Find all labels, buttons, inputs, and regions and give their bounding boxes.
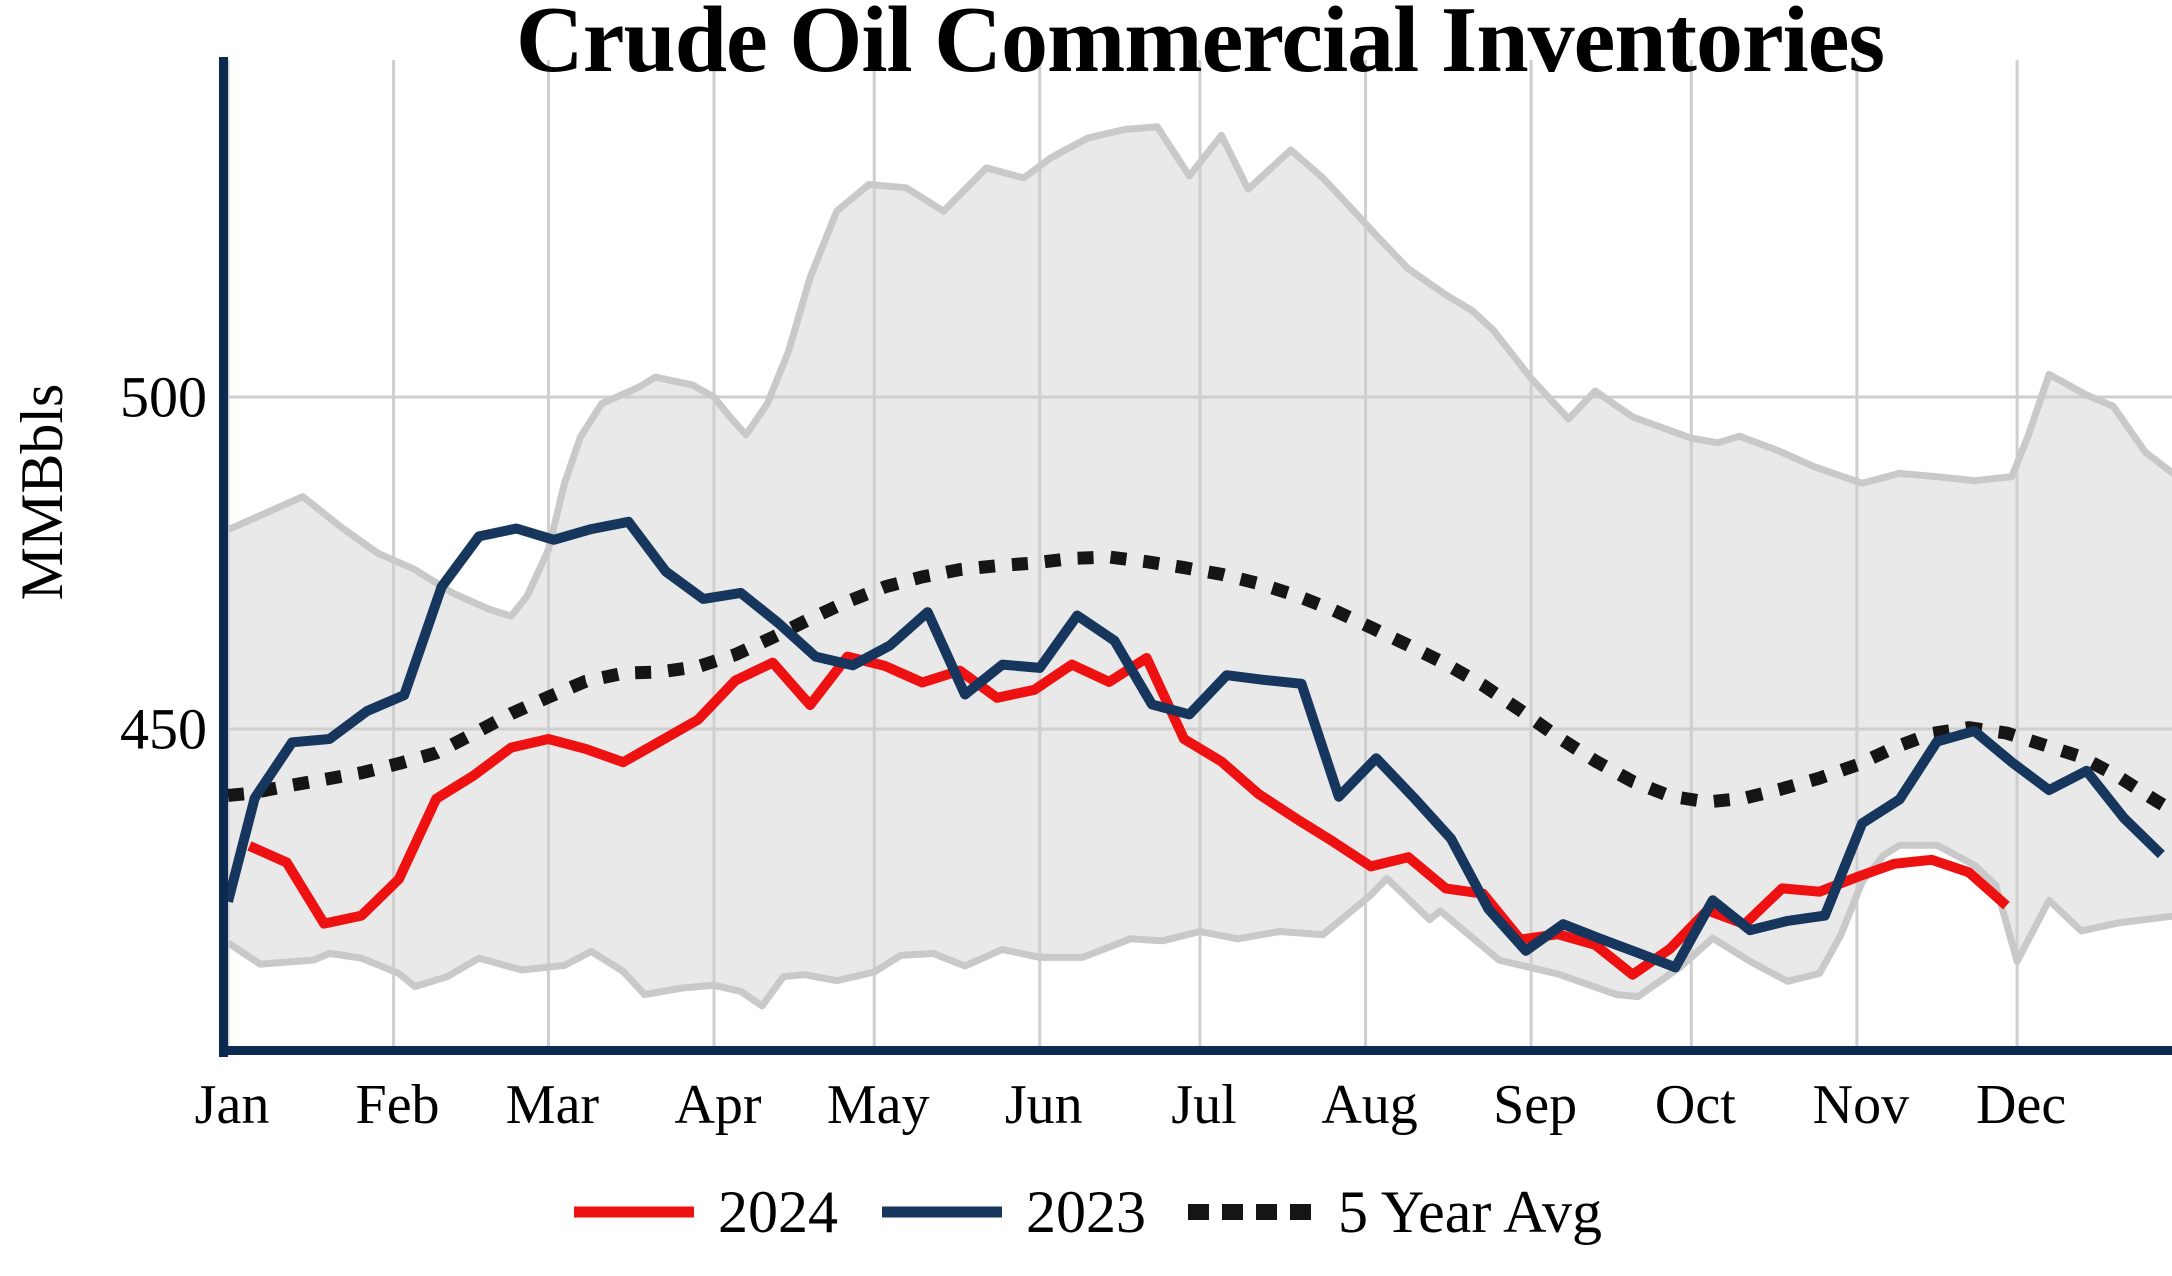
legend-item-2023: 2023 <box>878 1182 1146 1242</box>
y-tick-label: 500 <box>120 365 207 430</box>
band-top-edge <box>228 123 2172 620</box>
legend-label-2024: 2024 <box>718 1179 839 1245</box>
x-tick-label-may: May <box>827 1074 930 1136</box>
x-tick-label-apr: Apr <box>674 1074 761 1136</box>
legend-item-5yr-avg: 5 Year Avg <box>1186 1182 1602 1242</box>
series-line-2023 <box>228 516 2165 973</box>
legend-swatch-2024-icon <box>574 1206 695 1218</box>
x-tick-label-mar: Mar <box>506 1074 600 1136</box>
legend-swatch-5yr-avg-icon <box>1188 1204 1319 1220</box>
legend-label-2023: 2023 <box>1026 1179 1147 1245</box>
x-tick-label-oct: Oct <box>1655 1074 1736 1136</box>
y-tick-label: 450 <box>120 697 207 762</box>
series-line-5-year-avg <box>228 550 2172 818</box>
x-axis-spine <box>219 1046 2172 1055</box>
x-tick-label-aug: Aug <box>1321 1074 1417 1136</box>
legend-item-2024: 2024 <box>570 1182 838 1242</box>
plot-clip-group <box>228 60 2172 1048</box>
x-tick-label-nov: Nov <box>1813 1074 1909 1136</box>
axis-spines <box>219 57 2172 1057</box>
x-tick-label-sep: Sep <box>1493 1074 1577 1136</box>
legend: 2024 2023 5 Year Avg <box>0 1170 2172 1254</box>
chart-title: Crude Oil Commercial Inventories <box>515 0 1885 92</box>
x-tick-label-jun: Jun <box>1005 1074 1083 1136</box>
legend-swatch-2023-icon <box>882 1206 1003 1218</box>
band-bottom-edge <box>228 841 2172 1010</box>
x-tick-label-feb: Feb <box>356 1074 440 1136</box>
gridlines <box>228 60 2172 1048</box>
x-tick-label-dec: Dec <box>1976 1074 2066 1136</box>
legend-label-5yr-avg: 5 Year Avg <box>1338 1179 1602 1245</box>
y-axis-spine <box>219 57 228 1057</box>
x-tick-label-jan: Jan <box>195 1074 270 1136</box>
y-axis-label: MMBbls <box>9 383 75 601</box>
x-tick-label-jul: Jul <box>1171 1074 1236 1136</box>
